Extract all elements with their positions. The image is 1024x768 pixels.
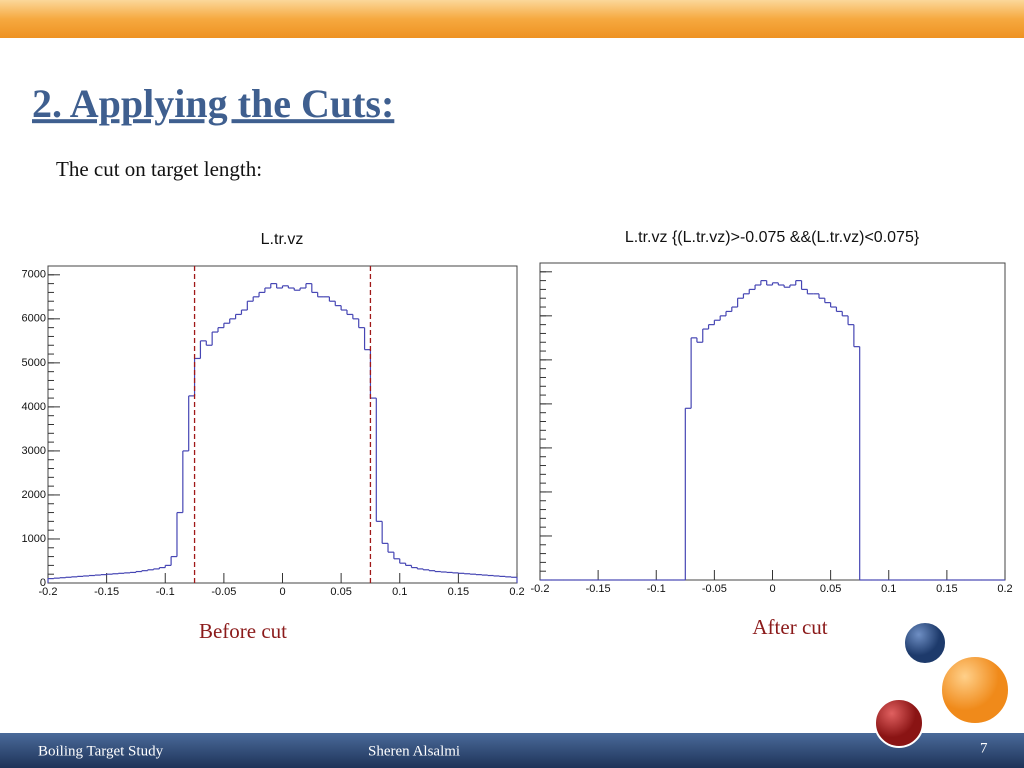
x-tick-label: 0.15 [448, 586, 469, 598]
x-tick-label: -0.2 [39, 586, 58, 598]
x-tick-label: 0.05 [330, 586, 351, 598]
x-tick-label: 0.1 [392, 586, 407, 598]
slide-subtitle: The cut on target length: [56, 157, 262, 181]
x-tick-label: -0.05 [211, 586, 236, 598]
y-tick-label: 0 [40, 577, 46, 589]
caption: After cut [752, 615, 827, 639]
y-tick-label: 1000 [22, 533, 46, 545]
x-tick-label: 0 [769, 583, 775, 595]
chart-title: L.tr.vz [261, 231, 304, 248]
footer-text: Boiling Target Study [38, 743, 164, 759]
x-tick-label: 0.15 [936, 583, 957, 595]
x-tick-label: -0.1 [647, 583, 666, 595]
x-tick-label: -0.1 [156, 586, 175, 598]
chart-title: L.tr.vz {(L.tr.vz)>-0.075 &&(L.tr.vz)<0.… [625, 229, 920, 246]
footer-text: Sheren Alsalmi [368, 743, 460, 759]
page-number: 7 [980, 740, 988, 756]
y-tick-label: 7000 [22, 269, 46, 281]
caption: Before cut [199, 619, 287, 643]
y-tick-label: 4000 [22, 401, 46, 413]
x-tick-label: -0.2 [531, 583, 550, 595]
x-tick-label: -0.05 [702, 583, 727, 595]
decor-circle [903, 621, 947, 665]
x-tick-label: 0.1 [881, 583, 896, 595]
y-tick-label: 6000 [22, 313, 46, 325]
decor-circle [874, 698, 924, 748]
x-tick-label: -0.15 [94, 586, 119, 598]
x-tick-label: 0.2 [509, 586, 524, 598]
plot-frame [539, 262, 1006, 581]
plot-frame [47, 265, 518, 584]
y-tick-label: 3000 [22, 445, 46, 457]
slide-title: 2. Applying the Cuts: [32, 81, 394, 126]
header-bar [0, 0, 1024, 38]
y-tick-label: 5000 [22, 357, 46, 369]
y-tick-label: 2000 [22, 489, 46, 501]
decor-circle [940, 655, 1010, 725]
x-tick-label: 0.2 [997, 583, 1012, 595]
footer-bar [0, 733, 1024, 768]
x-tick-label: 0.05 [820, 583, 841, 595]
x-tick-label: 0 [279, 586, 285, 598]
x-tick-label: -0.15 [586, 583, 611, 595]
